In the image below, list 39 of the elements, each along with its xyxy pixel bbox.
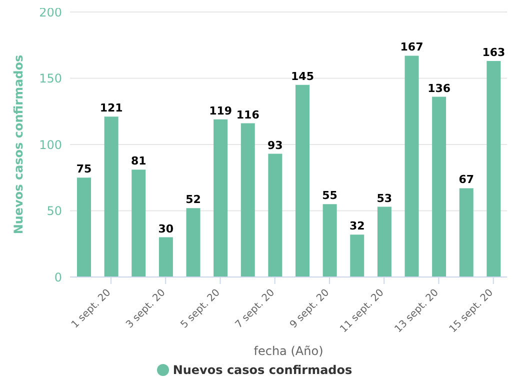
data-label: 145 [291, 70, 314, 83]
data-label: 93 [268, 138, 283, 152]
data-label: 30 [158, 222, 174, 236]
y-tick-label: 150 [39, 72, 62, 86]
bar [432, 96, 446, 277]
bar [377, 206, 392, 277]
y-tick-label: 50 [46, 204, 62, 218]
data-label: 163 [482, 46, 506, 60]
data-label: 32 [349, 220, 365, 233]
y-tick-label: 100 [39, 138, 62, 152]
bar [77, 178, 91, 277]
data-label: 116 [236, 108, 260, 122]
data-label: 136 [428, 82, 451, 95]
bar [350, 234, 364, 277]
bar [404, 56, 419, 277]
bar [296, 84, 310, 277]
data-label: 67 [458, 173, 474, 186]
bar [158, 237, 173, 277]
bar [104, 116, 118, 277]
y-axis-title: Nuevos casos confirmados [11, 54, 26, 234]
data-label: 167 [400, 40, 424, 54]
bar [186, 208, 200, 277]
x-axis-title: fecha (Año) [254, 344, 324, 358]
bar [486, 61, 501, 277]
bar [268, 154, 282, 277]
bar [459, 188, 474, 277]
data-label: 81 [130, 154, 146, 168]
bar [214, 119, 228, 277]
bar [132, 170, 146, 277]
data-label: 53 [376, 192, 392, 205]
data-label: 55 [322, 189, 338, 202]
y-tick-label: 0 [54, 270, 62, 284]
bar [240, 123, 255, 277]
data-label: 119 [209, 104, 232, 118]
legend-label: Nuevos casos confirmados [172, 363, 352, 377]
data-label: 121 [100, 102, 123, 115]
bar [322, 204, 337, 277]
data-label: 52 [186, 193, 201, 206]
data-label: 75 [76, 162, 92, 176]
